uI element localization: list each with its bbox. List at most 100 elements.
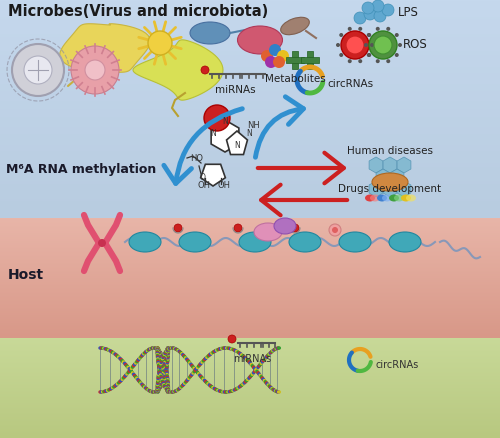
Bar (292, 51, 298, 69)
Ellipse shape (280, 17, 310, 35)
Ellipse shape (289, 232, 321, 252)
Circle shape (367, 33, 371, 37)
Ellipse shape (389, 194, 399, 201)
Circle shape (174, 224, 182, 232)
Polygon shape (200, 164, 226, 186)
Circle shape (273, 56, 285, 68)
Circle shape (12, 44, 64, 96)
Circle shape (204, 105, 230, 131)
Ellipse shape (370, 194, 380, 201)
Text: OH: OH (197, 181, 210, 190)
Text: N: N (222, 117, 228, 126)
Circle shape (367, 53, 371, 57)
Circle shape (346, 36, 364, 54)
Circle shape (228, 335, 236, 343)
Circle shape (364, 8, 376, 20)
Circle shape (339, 33, 343, 37)
Text: Host: Host (8, 268, 44, 282)
Polygon shape (369, 181, 383, 197)
Ellipse shape (179, 232, 211, 252)
Circle shape (71, 46, 119, 94)
Ellipse shape (238, 26, 282, 54)
Circle shape (234, 224, 242, 232)
Polygon shape (376, 169, 390, 185)
Circle shape (367, 53, 371, 57)
Circle shape (277, 50, 289, 62)
Bar (286, 57, 304, 63)
Ellipse shape (190, 22, 230, 44)
Text: HO: HO (190, 154, 203, 163)
Circle shape (362, 2, 374, 14)
Polygon shape (60, 24, 150, 72)
Circle shape (265, 56, 277, 68)
Circle shape (348, 27, 352, 31)
Text: miRNAs: miRNAs (233, 354, 271, 364)
Ellipse shape (254, 223, 282, 241)
Circle shape (376, 27, 380, 31)
Circle shape (358, 59, 362, 63)
Circle shape (382, 4, 394, 16)
Ellipse shape (274, 218, 296, 234)
Polygon shape (211, 120, 239, 152)
Polygon shape (397, 157, 411, 173)
Ellipse shape (382, 194, 392, 201)
Circle shape (261, 50, 273, 62)
Text: Human diseases: Human diseases (347, 146, 433, 156)
Text: circRNAs: circRNAs (327, 79, 373, 89)
Circle shape (372, 0, 384, 12)
Circle shape (332, 227, 338, 233)
Ellipse shape (377, 194, 387, 201)
Circle shape (395, 53, 399, 57)
Ellipse shape (372, 173, 408, 191)
FancyArrowPatch shape (261, 185, 347, 215)
Circle shape (148, 31, 172, 55)
FancyArrowPatch shape (164, 109, 242, 184)
Text: O: O (200, 173, 206, 183)
Circle shape (369, 31, 397, 59)
Circle shape (85, 60, 105, 80)
Text: NH: NH (247, 121, 260, 130)
Text: circRNAs: circRNAs (375, 360, 418, 370)
Ellipse shape (239, 232, 271, 252)
Circle shape (395, 33, 399, 37)
Polygon shape (390, 169, 404, 185)
Circle shape (358, 27, 362, 31)
Circle shape (291, 224, 299, 232)
Circle shape (201, 66, 209, 74)
Circle shape (269, 44, 281, 56)
Polygon shape (226, 131, 248, 155)
Text: N: N (246, 129, 252, 138)
Circle shape (374, 10, 386, 22)
Circle shape (348, 59, 352, 63)
Ellipse shape (394, 194, 404, 201)
Polygon shape (397, 181, 411, 197)
Text: miRNAs: miRNAs (214, 85, 256, 95)
Text: OH: OH (217, 181, 230, 190)
Text: Drugs development: Drugs development (338, 184, 442, 194)
Text: N: N (210, 129, 216, 138)
Ellipse shape (339, 232, 371, 252)
Circle shape (341, 31, 369, 59)
Circle shape (370, 43, 374, 47)
Circle shape (374, 36, 392, 54)
Circle shape (376, 59, 380, 63)
Circle shape (386, 27, 390, 31)
Circle shape (367, 33, 371, 37)
Circle shape (329, 224, 341, 236)
Ellipse shape (389, 232, 421, 252)
Text: LPS: LPS (398, 6, 419, 18)
Bar (301, 57, 319, 63)
Text: M⁶A RNA methylation: M⁶A RNA methylation (6, 163, 156, 177)
Circle shape (398, 43, 402, 47)
Circle shape (339, 53, 343, 57)
Ellipse shape (365, 194, 375, 201)
Ellipse shape (129, 232, 161, 252)
Circle shape (354, 12, 366, 24)
Circle shape (364, 43, 368, 47)
Bar (307, 51, 313, 69)
Text: Microbes(Virus and microbiota): Microbes(Virus and microbiota) (8, 4, 268, 19)
Ellipse shape (401, 194, 411, 201)
Text: N: N (234, 141, 240, 150)
Polygon shape (383, 157, 397, 173)
Circle shape (24, 56, 52, 84)
